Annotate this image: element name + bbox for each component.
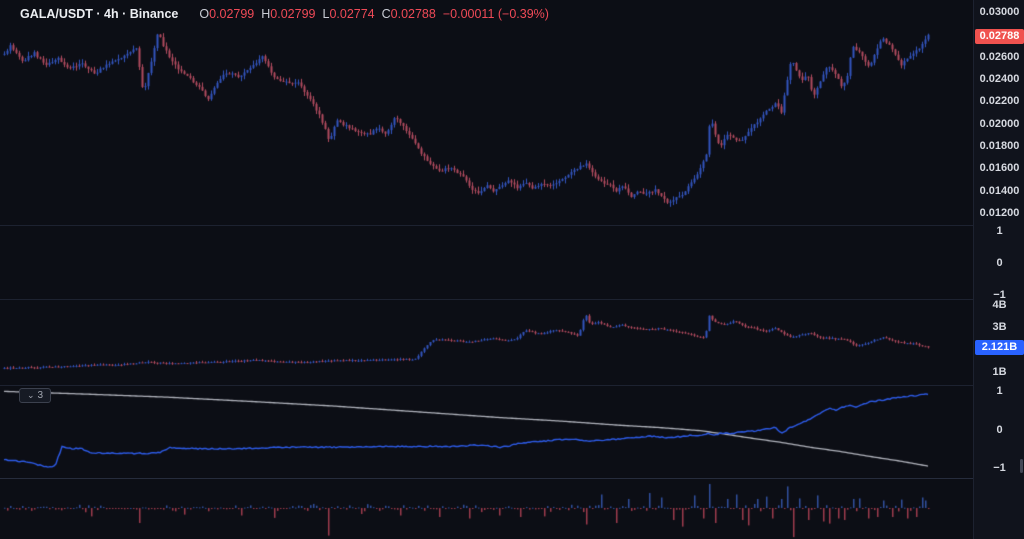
ohlc-low-value: 0.02774 (329, 7, 375, 21)
price-axis-tick: 0.01800 (979, 140, 1020, 152)
volume-pane[interactable] (0, 300, 972, 385)
price-axis-tick: 0.02600 (979, 50, 1020, 63)
ohlc-high-label: H (261, 7, 271, 21)
volume-indicator-axis-tick: 4B (992, 299, 1007, 311)
price-axis-tick: 0.02400 (979, 73, 1020, 85)
histogram-pane[interactable] (0, 479, 972, 539)
indicator-pane-2-axis-tick: 0 (996, 257, 1003, 269)
price-last-value-badge: 0.02788 (975, 28, 1024, 44)
price-axis-tick: 0.01200 (979, 207, 1020, 219)
ohlc-high-value: 0.02799 (270, 7, 316, 21)
volume-indicator-axis-tick: 1B (992, 366, 1007, 378)
scrollbar-thumb[interactable] (1020, 459, 1023, 473)
oscillator-axis-tick: −1 (993, 462, 1006, 474)
indicator-pane-2-axis-tick: 1 (996, 225, 1003, 237)
ohlc-close-label: C (381, 7, 391, 21)
oscillator-pane[interactable] (0, 386, 972, 478)
indicator-pane-2[interactable] (0, 226, 972, 299)
ohlc-open-value: 0.02799 (209, 7, 255, 21)
ohlc-close-value: 0.02788 (390, 7, 436, 21)
price-axis-tick: 0.02000 (979, 117, 1020, 130)
price-axis-tick: 0.03000 (979, 6, 1020, 18)
indicator-pane-2-axis-tick: −1 (993, 289, 1006, 301)
pane-separator-1[interactable] (0, 225, 1024, 226)
oscillator-axis-tick: 1 (996, 385, 1003, 397)
oscillator-axis-tick: 0 (996, 423, 1003, 436)
ohlc-low-label: L (322, 7, 330, 21)
chevron-down-icon: ⌄ (26, 390, 35, 400)
chart-legend: GALA/USDT · 4h · Binance O0.02799 H0.02799… (20, 7, 549, 21)
volume-indicator-last-value-badge: 2.121B (975, 339, 1024, 355)
price-axis-tick: 0.01600 (979, 162, 1020, 175)
pane-separator-2[interactable] (0, 299, 1024, 300)
price-axis-tick: 0.01400 (979, 184, 1020, 197)
price-axis-tick: 0.02200 (979, 95, 1020, 108)
symbol-title[interactable]: GALA/USDT · 4h · Binance (20, 7, 179, 21)
ohlc-change: −0.00011 (−0.39%) (442, 7, 549, 21)
pane-indicators-chip[interactable]: ⌄ 3 (19, 388, 51, 403)
volume-indicator-axis-tick: 3B (992, 321, 1007, 334)
ohlc-open-label: O (199, 7, 210, 21)
price-pane[interactable] (0, 0, 972, 225)
price-axis[interactable]: 0.03000 0.02600 0.02400 0.02200 0.02000 0.018… (973, 0, 1024, 539)
pane-separator-4[interactable] (0, 478, 1024, 479)
pane-separator-3[interactable] (0, 385, 1024, 386)
indicator-count: 3 (37, 390, 44, 401)
